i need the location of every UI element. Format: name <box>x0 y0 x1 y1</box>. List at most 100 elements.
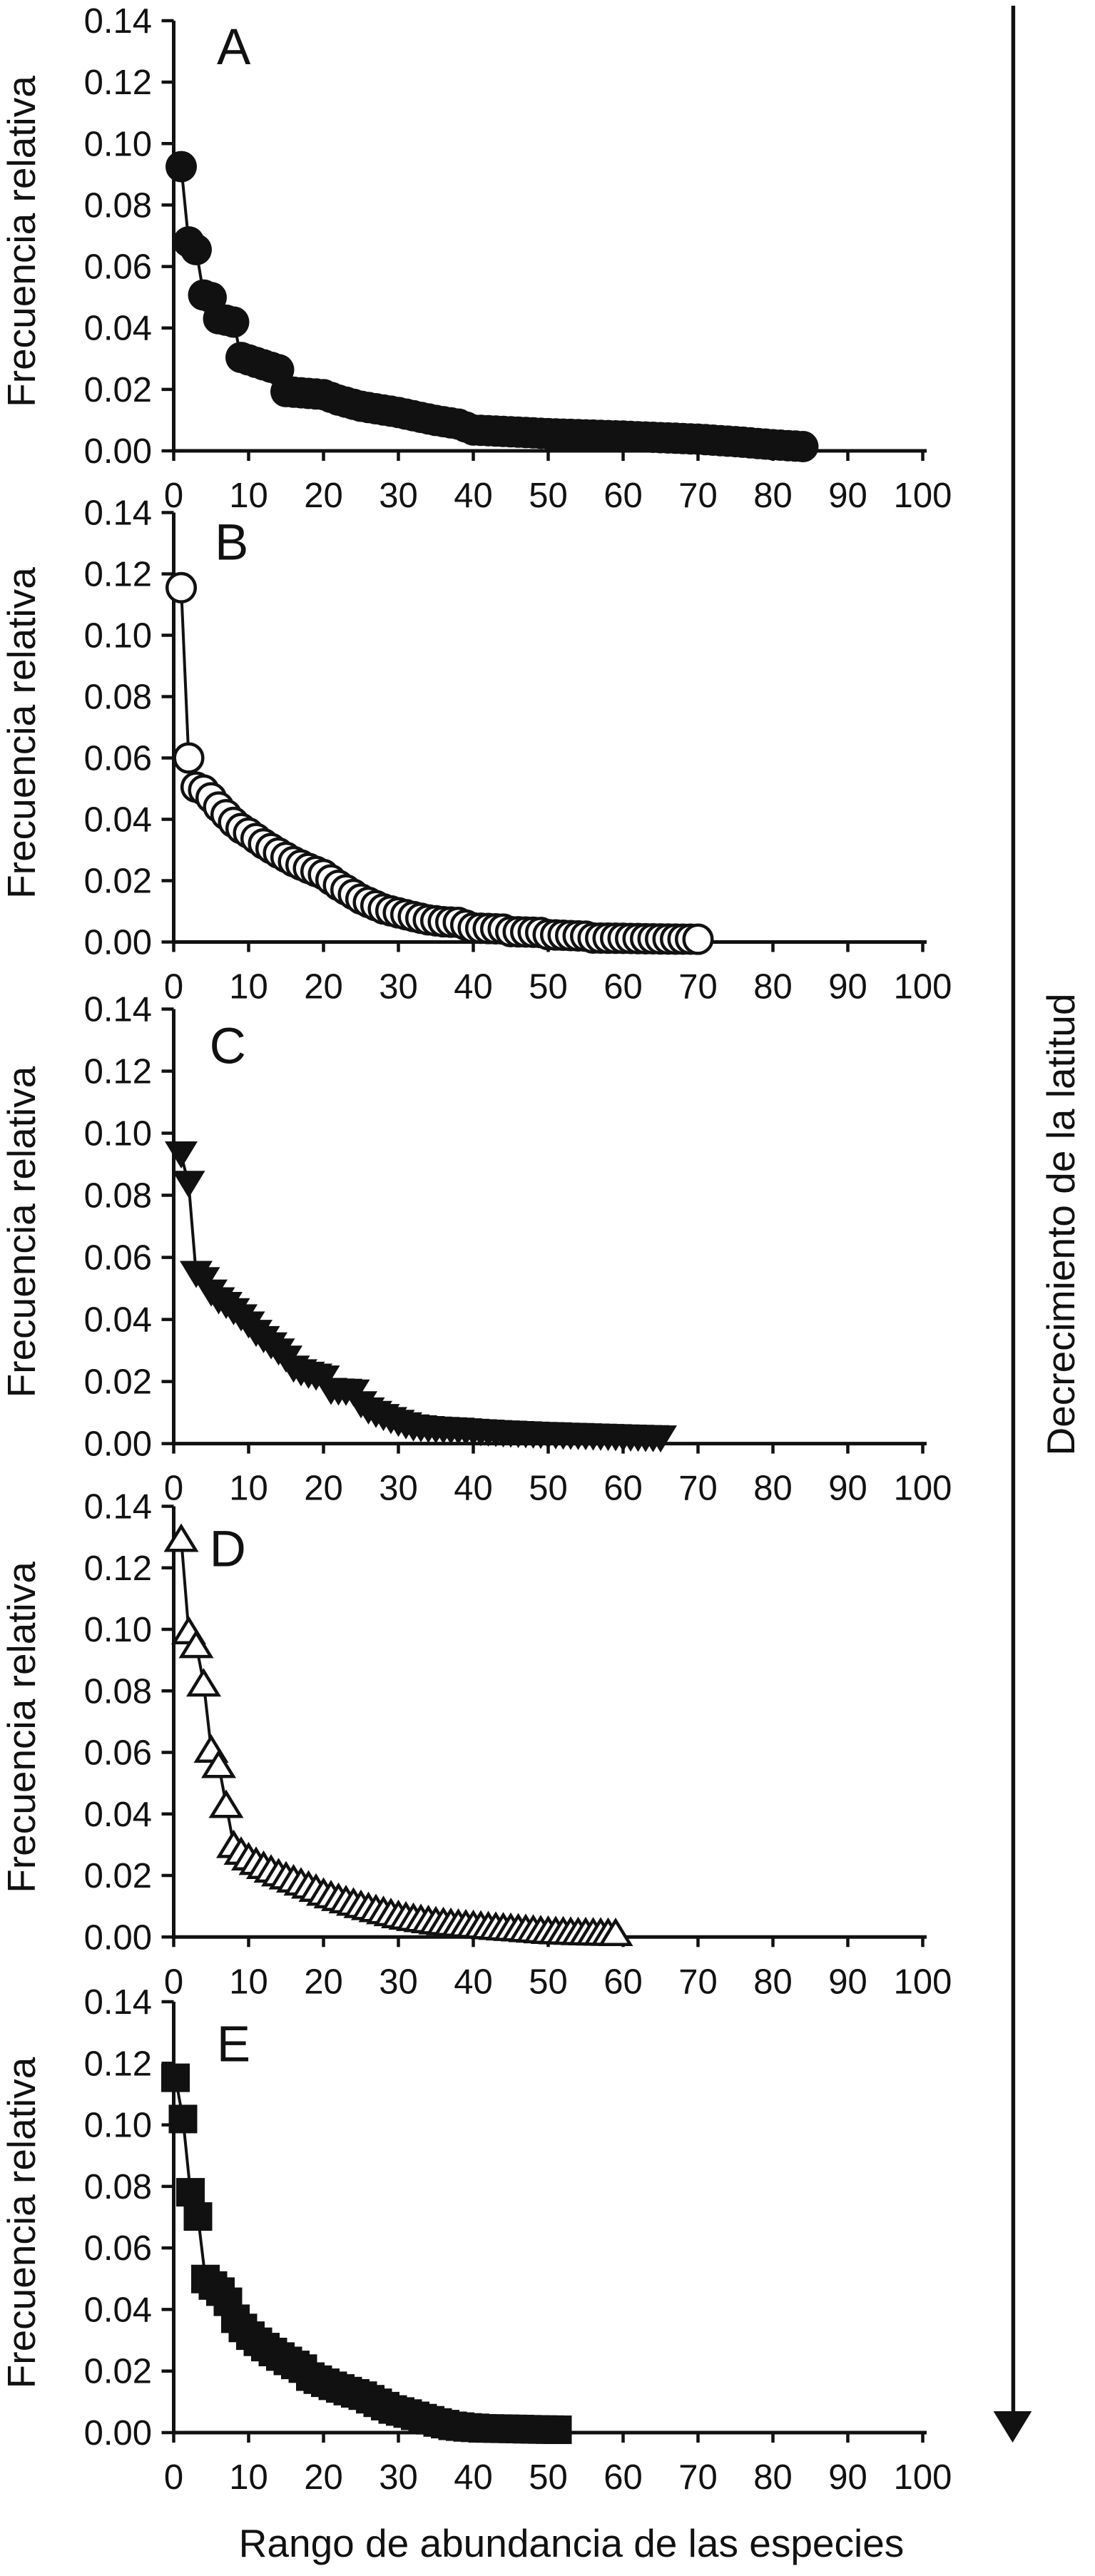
svg-text:0.00: 0.00 <box>84 2414 152 2453</box>
svg-text:30: 30 <box>379 1962 418 2001</box>
svg-text:30: 30 <box>379 1470 418 1508</box>
svg-text:0.14: 0.14 <box>84 2 152 41</box>
svg-text:90: 90 <box>828 477 867 515</box>
svg-text:0.06: 0.06 <box>84 1239 152 1278</box>
svg-text:80: 80 <box>753 477 793 515</box>
svg-text:0.14: 0.14 <box>84 1983 152 2022</box>
svg-text:0.02: 0.02 <box>84 1363 152 1402</box>
svg-text:70: 70 <box>678 968 718 1007</box>
svg-text:B: B <box>215 515 248 571</box>
svg-text:50: 50 <box>529 2458 568 2497</box>
svg-text:0: 0 <box>164 1470 183 1508</box>
svg-text:30: 30 <box>379 968 418 1007</box>
svg-text:40: 40 <box>454 968 493 1007</box>
svg-text:Frecuencia relativa: Frecuencia relativa <box>0 1562 44 1893</box>
svg-text:Frecuencia relativa: Frecuencia relativa <box>0 1066 44 1398</box>
svg-text:0.08: 0.08 <box>84 1672 152 1711</box>
svg-text:0.12: 0.12 <box>84 556 152 594</box>
svg-text:60: 60 <box>603 1962 643 2001</box>
svg-text:Decrecimiento de la latitud: Decrecimiento de la latitud <box>1039 993 1083 1455</box>
svg-text:10: 10 <box>229 1470 268 1508</box>
svg-text:0.12: 0.12 <box>84 1053 152 1091</box>
svg-text:Frecuencia relativa: Frecuencia relativa <box>0 2057 44 2388</box>
svg-text:Frecuencia relativa: Frecuencia relativa <box>0 76 44 407</box>
svg-text:70: 70 <box>678 477 718 515</box>
svg-text:0.12: 0.12 <box>84 2045 152 2083</box>
svg-text:90: 90 <box>828 1962 867 2001</box>
svg-text:20: 20 <box>304 477 343 515</box>
svg-text:10: 10 <box>229 968 268 1007</box>
svg-text:0: 0 <box>164 2458 183 2497</box>
svg-text:30: 30 <box>379 477 418 515</box>
svg-text:0.06: 0.06 <box>84 248 152 287</box>
svg-text:50: 50 <box>529 968 568 1007</box>
svg-text:0.08: 0.08 <box>84 678 152 717</box>
svg-text:0.00: 0.00 <box>84 1918 152 1957</box>
svg-text:0.14: 0.14 <box>84 1488 152 1527</box>
svg-text:60: 60 <box>603 477 643 515</box>
svg-text:100: 100 <box>894 477 952 515</box>
svg-text:D: D <box>210 1521 246 1577</box>
svg-text:80: 80 <box>753 968 793 1007</box>
svg-text:0.04: 0.04 <box>84 1796 152 1834</box>
svg-text:0.10: 0.10 <box>84 617 152 656</box>
svg-text:0.00: 0.00 <box>84 924 152 962</box>
svg-text:0: 0 <box>164 968 183 1007</box>
svg-text:Rango de abundancia de las esp: Rango de abundancia de las especies <box>239 2521 905 2565</box>
svg-text:0.12: 0.12 <box>84 63 152 102</box>
svg-text:0.12: 0.12 <box>84 1549 152 1588</box>
svg-text:90: 90 <box>828 968 867 1007</box>
svg-text:0.06: 0.06 <box>84 1734 152 1773</box>
svg-text:0.06: 0.06 <box>84 740 152 778</box>
svg-text:0: 0 <box>164 477 183 515</box>
svg-text:20: 20 <box>304 2458 343 2497</box>
svg-text:0.10: 0.10 <box>84 1611 152 1649</box>
svg-text:60: 60 <box>603 968 643 1007</box>
svg-text:0.10: 0.10 <box>84 2107 152 2145</box>
svg-text:40: 40 <box>454 477 493 515</box>
svg-text:20: 20 <box>304 968 343 1007</box>
svg-text:100: 100 <box>894 968 952 1007</box>
svg-text:20: 20 <box>304 1962 343 2001</box>
svg-text:40: 40 <box>454 2458 493 2497</box>
svg-text:50: 50 <box>529 1962 568 2001</box>
svg-text:A: A <box>217 19 251 76</box>
svg-text:0.04: 0.04 <box>84 2291 152 2329</box>
svg-text:0.10: 0.10 <box>84 1115 152 1154</box>
svg-text:90: 90 <box>828 1470 867 1508</box>
svg-text:80: 80 <box>753 1470 793 1508</box>
svg-text:80: 80 <box>753 1962 793 2001</box>
svg-text:0: 0 <box>164 1962 183 2001</box>
svg-text:0.02: 0.02 <box>84 2353 152 2391</box>
svg-text:0.02: 0.02 <box>84 371 152 409</box>
svg-text:0.04: 0.04 <box>84 1301 152 1340</box>
svg-text:10: 10 <box>229 2458 268 2497</box>
svg-text:60: 60 <box>603 2458 643 2497</box>
svg-text:0.08: 0.08 <box>84 1177 152 1216</box>
svg-text:70: 70 <box>678 1962 718 2001</box>
svg-text:70: 70 <box>678 2458 718 2497</box>
svg-text:40: 40 <box>454 1470 493 1508</box>
svg-text:10: 10 <box>229 1962 268 2001</box>
svg-text:80: 80 <box>753 2458 793 2497</box>
svg-text:C: C <box>210 1019 246 1075</box>
svg-text:0.00: 0.00 <box>84 432 152 471</box>
svg-text:100: 100 <box>894 1962 952 2001</box>
svg-text:0.04: 0.04 <box>84 310 152 348</box>
svg-text:0.08: 0.08 <box>84 2168 152 2206</box>
svg-text:20: 20 <box>304 1470 343 1508</box>
svg-text:100: 100 <box>894 2458 952 2497</box>
svg-text:0.14: 0.14 <box>84 991 152 1029</box>
svg-text:0.08: 0.08 <box>84 186 152 225</box>
svg-text:60: 60 <box>603 1470 643 1508</box>
svg-text:E: E <box>217 2016 250 2072</box>
svg-text:50: 50 <box>529 477 568 515</box>
svg-text:30: 30 <box>379 2458 418 2497</box>
svg-text:0.10: 0.10 <box>84 125 152 163</box>
svg-text:10: 10 <box>229 477 268 515</box>
svg-text:90: 90 <box>828 2458 867 2497</box>
svg-text:0.02: 0.02 <box>84 862 152 901</box>
svg-text:0.06: 0.06 <box>84 2229 152 2268</box>
svg-text:0.00: 0.00 <box>84 1425 152 1464</box>
svg-text:50: 50 <box>529 1470 568 1508</box>
